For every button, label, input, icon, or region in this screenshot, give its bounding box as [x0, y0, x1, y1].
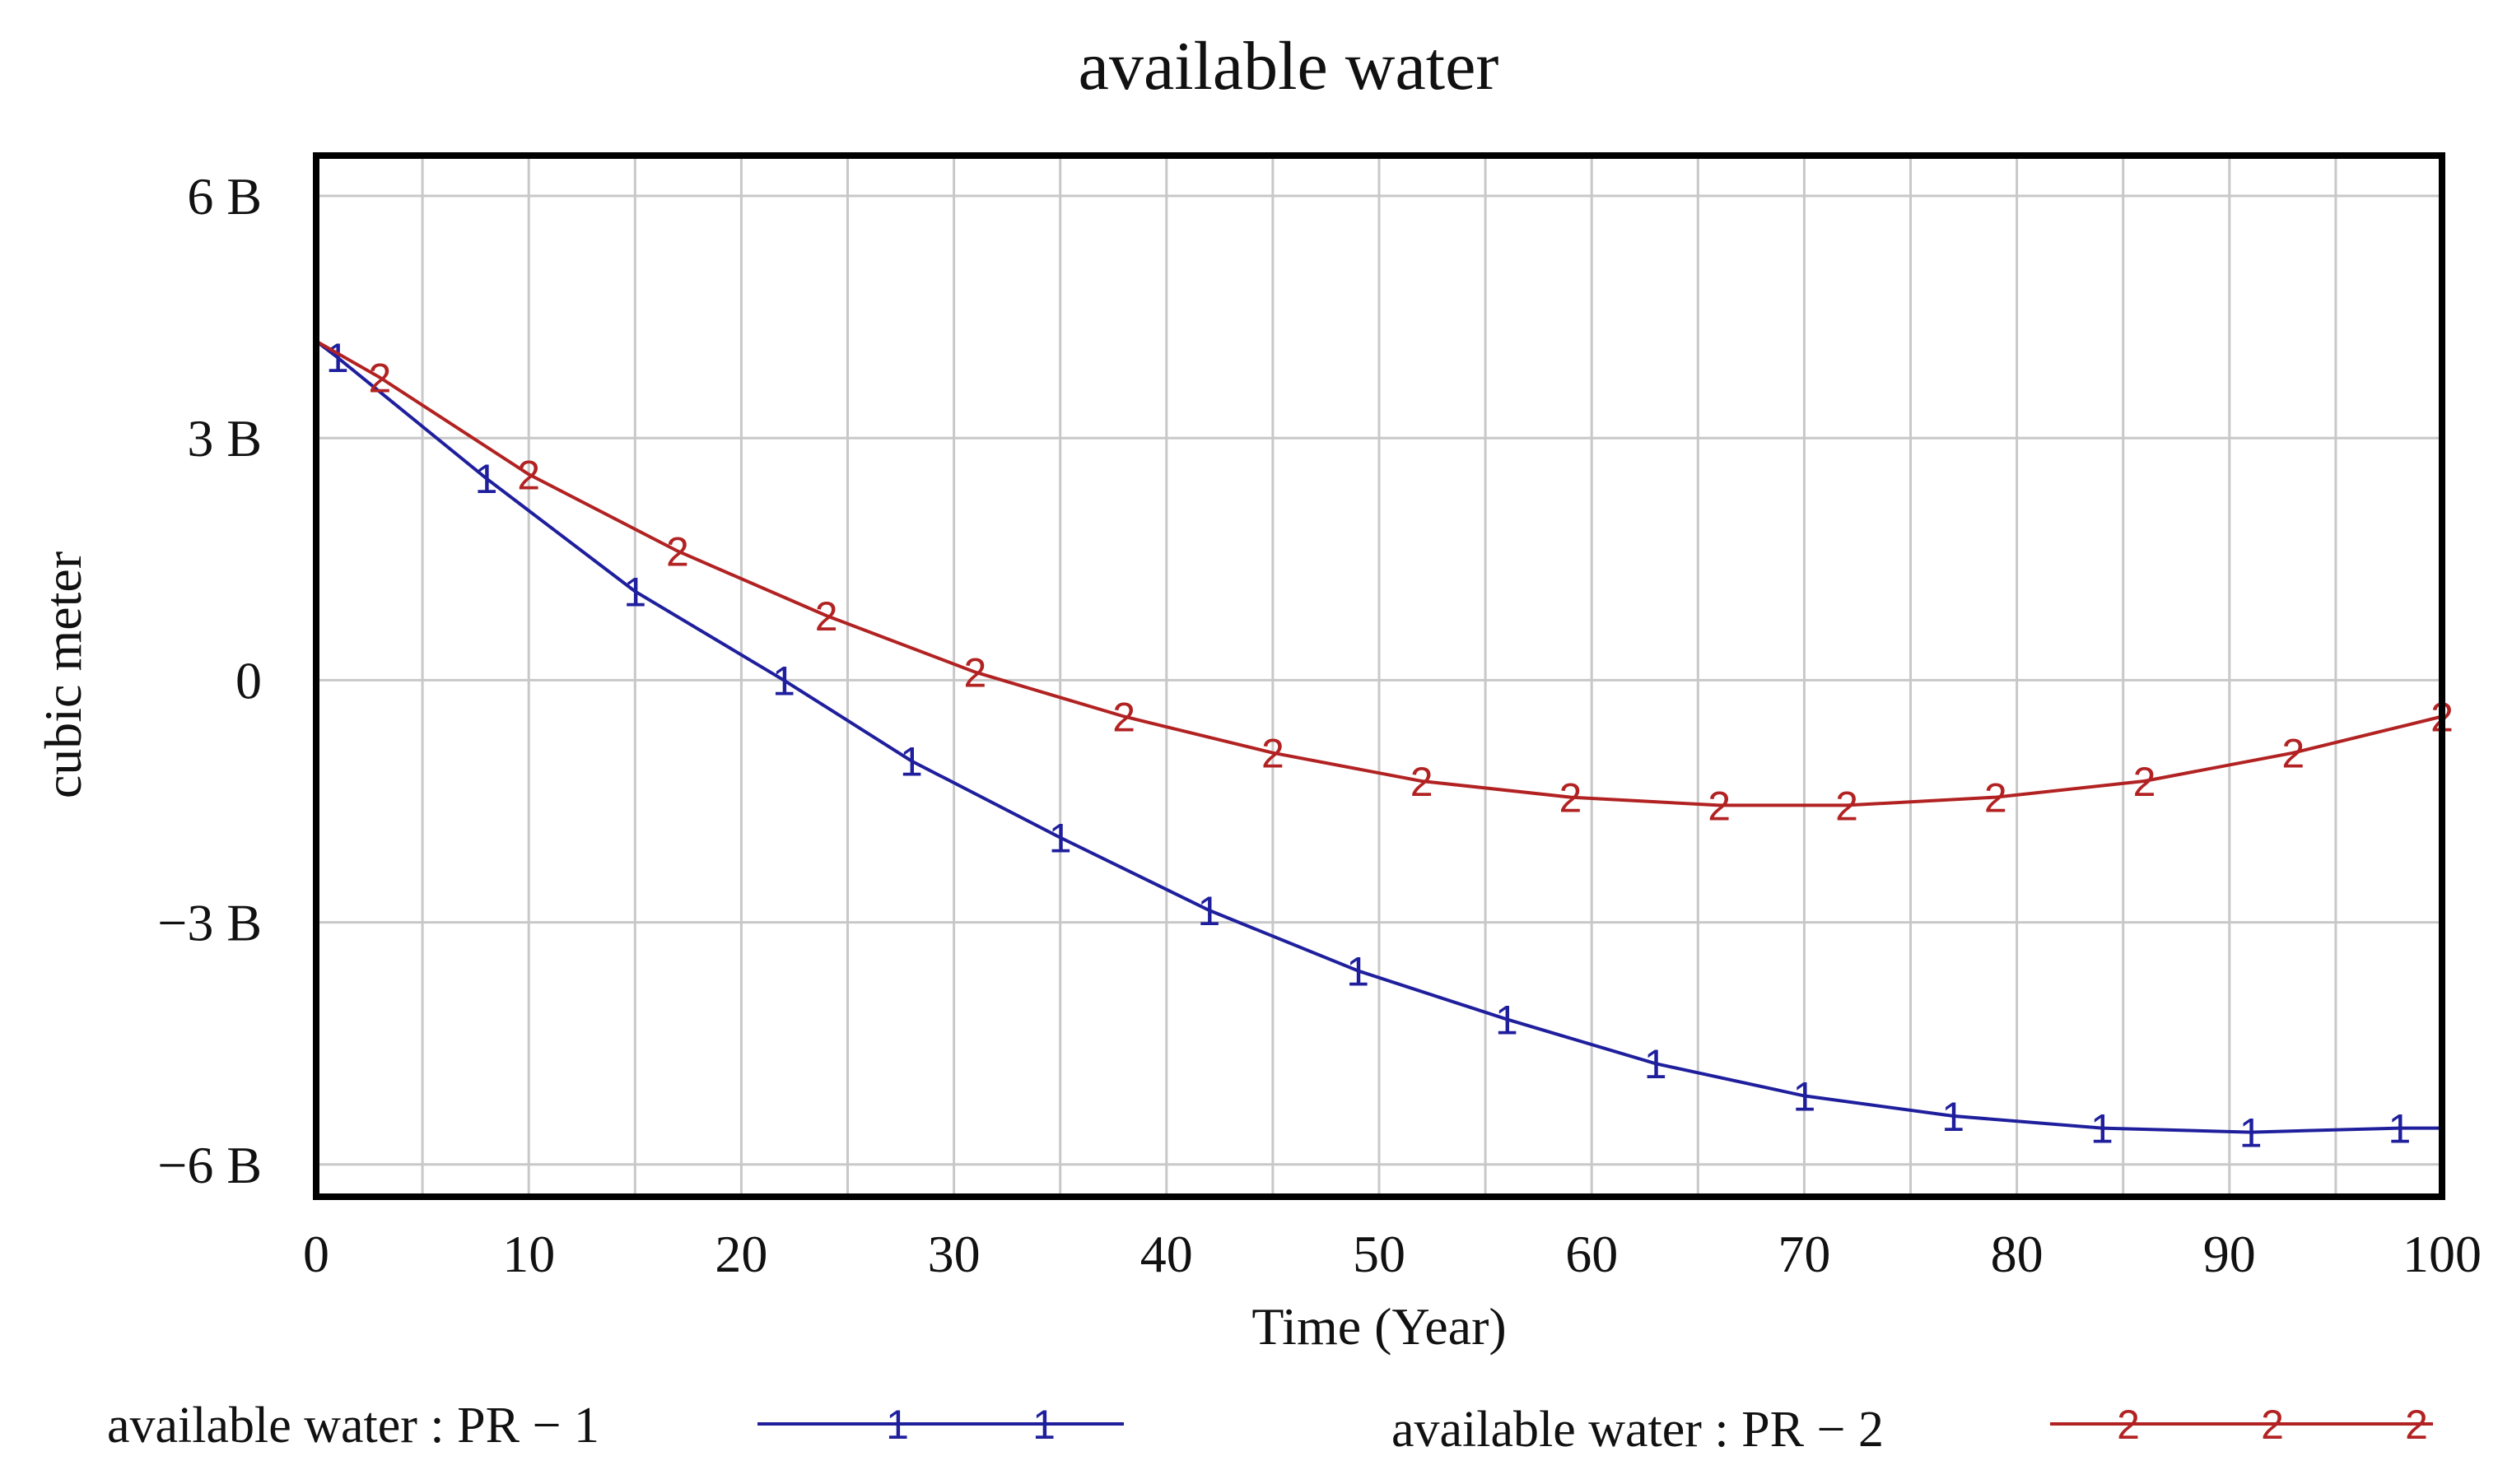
legend-marker: 1: [1032, 1402, 1056, 1448]
series-line-1: [315, 339, 2442, 1134]
series-2-marker: 2: [666, 529, 689, 575]
series-2-marker: 2: [2281, 731, 2305, 777]
legend-marker: 2: [2261, 1402, 2284, 1448]
series-line-2: [315, 339, 2443, 807]
x-tick-label: 60: [1565, 1225, 1618, 1283]
series-1-marker: 1: [2388, 1106, 2411, 1152]
series-1-marker: 1: [1644, 1041, 1667, 1087]
y-tick-label: 6 B: [187, 167, 262, 226]
series-2-marker: 2: [1984, 775, 2007, 821]
legend-marker: 2: [2405, 1402, 2428, 1448]
x-tick-label: 30: [928, 1225, 981, 1283]
series-1-marker: 1: [772, 658, 795, 704]
legend-label-series-1: available water : PR − 1: [107, 1398, 599, 1454]
series-2-marker: 2: [1835, 783, 1858, 829]
y-tick-label: −6 B: [157, 1136, 262, 1194]
series-1-marker: 1: [2239, 1110, 2263, 1156]
y-axis-label: cubic meter: [34, 551, 92, 798]
x-tick-label: 80: [1991, 1225, 2044, 1283]
series-2-marker: 2: [369, 356, 392, 402]
legend-marker: 2: [2117, 1402, 2140, 1448]
series-2-marker: 2: [1708, 783, 1731, 829]
chart-title: available water: [1079, 28, 1499, 105]
series-2-marker: 2: [1261, 731, 1284, 777]
x-tick-label: 100: [2402, 1225, 2482, 1283]
series-2-marker: 2: [517, 452, 540, 498]
x-tick-label: 10: [502, 1225, 555, 1283]
x-axis-label: Time (Year): [1251, 1297, 1506, 1356]
plot-frame: [313, 152, 2445, 1200]
series-2-marker: 2: [2133, 759, 2156, 805]
y-axis-ticks: −6 B −3 B 0 3 B 6 B: [157, 167, 262, 1194]
series-1-marker: 1: [1792, 1073, 1815, 1119]
y-tick-label: 0: [235, 651, 262, 709]
y-tick-label: 3 B: [187, 409, 262, 468]
series-1-marker: 1: [623, 570, 646, 616]
series-1-marker: 1: [2090, 1106, 2114, 1152]
x-tick-label: 50: [1353, 1225, 1405, 1283]
series-1-marker: 1: [1941, 1094, 1964, 1140]
series-2-marker: 2: [815, 593, 838, 640]
series-1-marker: 1: [475, 456, 498, 502]
legend-swatch-series-2: 2 2 2: [2050, 1402, 2433, 1448]
x-tick-label: 90: [2203, 1225, 2256, 1283]
legend-marker: 1: [886, 1402, 909, 1448]
series-2-marker: 2: [964, 650, 987, 696]
series-1-marker: 1: [1495, 997, 1518, 1043]
x-tick-label: 40: [1140, 1225, 1193, 1283]
x-tick-label: 70: [1778, 1225, 1830, 1283]
series-2-marker: 2: [1559, 775, 1582, 821]
series-2-marker: 2: [1410, 759, 1433, 805]
x-tick-label: 20: [715, 1225, 767, 1283]
series-1-marker: 1: [1346, 948, 1369, 994]
series-1-marker: 1: [1049, 816, 1072, 862]
x-tick-label: 0: [303, 1225, 329, 1283]
x-axis-ticks: 0 10 20 30 40 50 60 70 80 90 100: [303, 1225, 2482, 1283]
legend-label-series-2: available water : PR − 2: [1391, 1402, 1884, 1458]
series-2-marker: 2: [1112, 695, 1135, 741]
y-tick-label: −3 B: [157, 894, 262, 952]
series-1-marker: 1: [1198, 888, 1221, 934]
grid: [316, 156, 2442, 1197]
series-1-marker: 1: [900, 738, 923, 784]
